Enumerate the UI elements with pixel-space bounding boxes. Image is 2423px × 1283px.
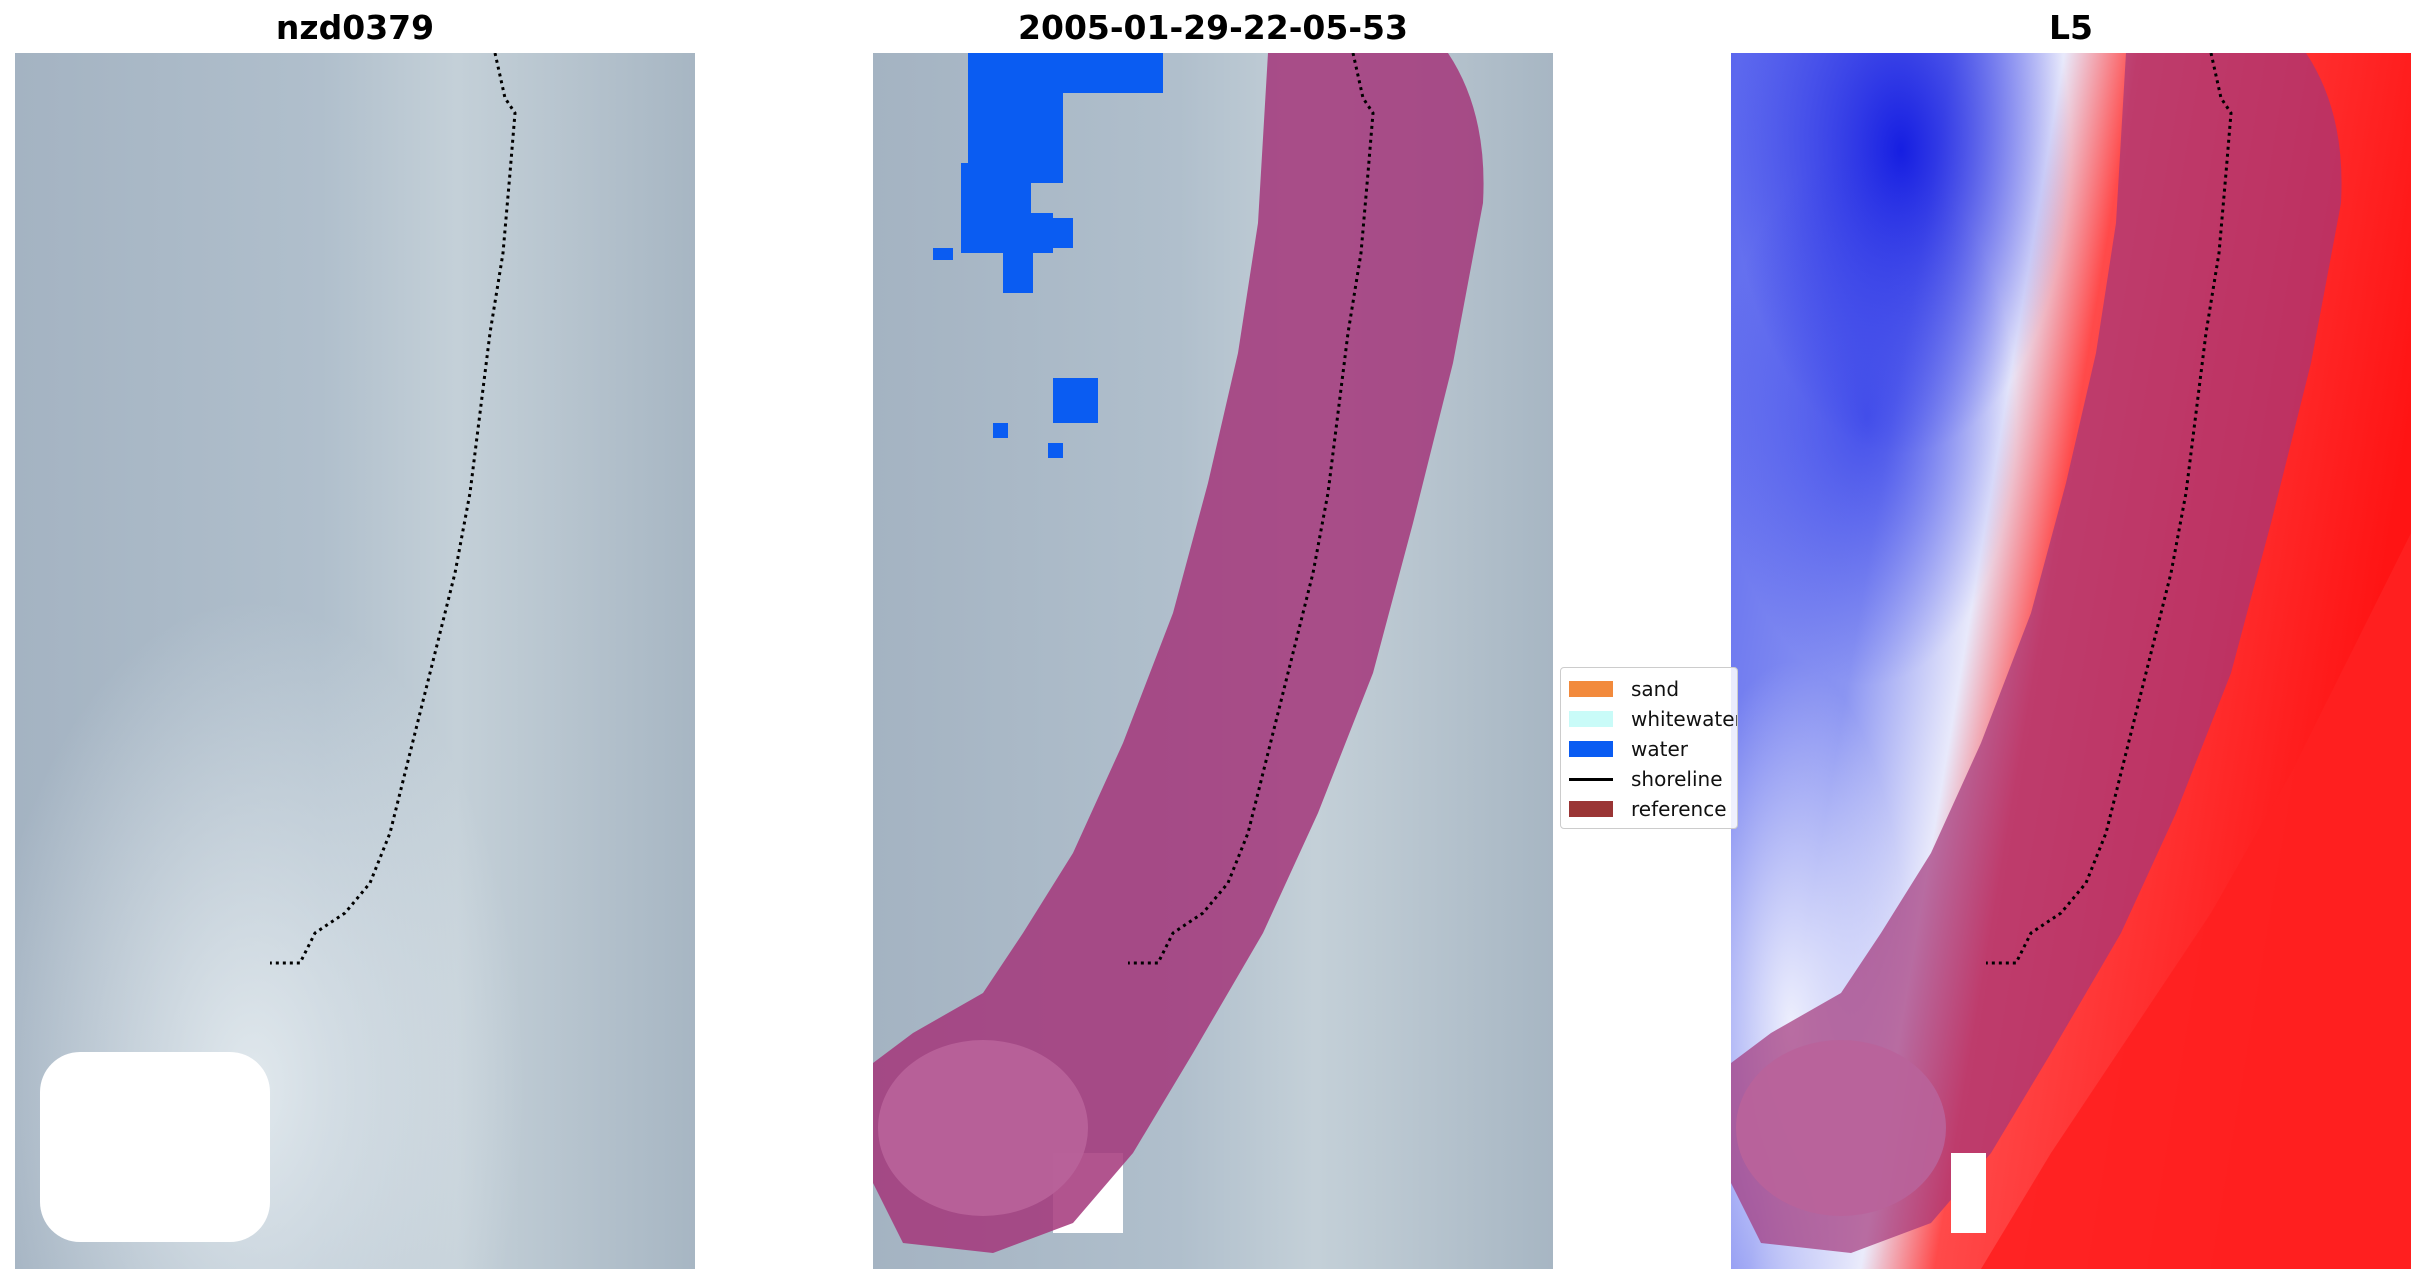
water-mask <box>933 53 1163 458</box>
legend-swatch-whitewater <box>1569 711 1613 727</box>
legend-item-whitewater: whitewater <box>1569 706 1738 732</box>
cloud-patch <box>40 1052 270 1242</box>
legend-item-shoreline: shoreline <box>1569 766 1723 792</box>
shoreline <box>1128 53 1375 965</box>
panel-title-index: L5 <box>2049 8 2093 47</box>
rgb-image-panel <box>15 53 695 1269</box>
classification-panel <box>873 53 1553 1269</box>
shoreline <box>1986 53 2233 965</box>
index-map-panel <box>1731 53 2411 1269</box>
legend-item-reference: reference <box>1569 796 1727 822</box>
legend-item-sand: sand <box>1569 676 1679 702</box>
legend-label: sand <box>1631 677 1680 701</box>
cloud-patch <box>1951 1153 1986 1233</box>
legend-swatch-sand <box>1569 681 1613 697</box>
legend-label: reference <box>1631 797 1727 821</box>
legend-label: water <box>1631 737 1688 761</box>
legend-label: whitewater <box>1631 707 1738 731</box>
reference-region <box>1731 53 2342 1253</box>
legend-item-water: water <box>1569 736 1688 762</box>
legend: sand whitewater water shoreline referenc… <box>1560 667 1738 829</box>
legend-swatch-water <box>1569 741 1613 757</box>
panel-title-rgb: nzd0379 <box>275 8 435 47</box>
legend-swatch-reference <box>1569 801 1613 817</box>
legend-label: shoreline <box>1631 767 1723 791</box>
panel-title-classification: 2005-01-29-22-05-53 <box>1018 8 1408 47</box>
shoreline <box>270 53 517 965</box>
reference-region <box>873 53 1484 1253</box>
reference-dense-region <box>878 1040 1088 1216</box>
land-region-lower <box>1981 533 2411 1269</box>
legend-swatch-shoreline <box>1569 777 1613 781</box>
reference-dense-region <box>1736 1040 1946 1216</box>
